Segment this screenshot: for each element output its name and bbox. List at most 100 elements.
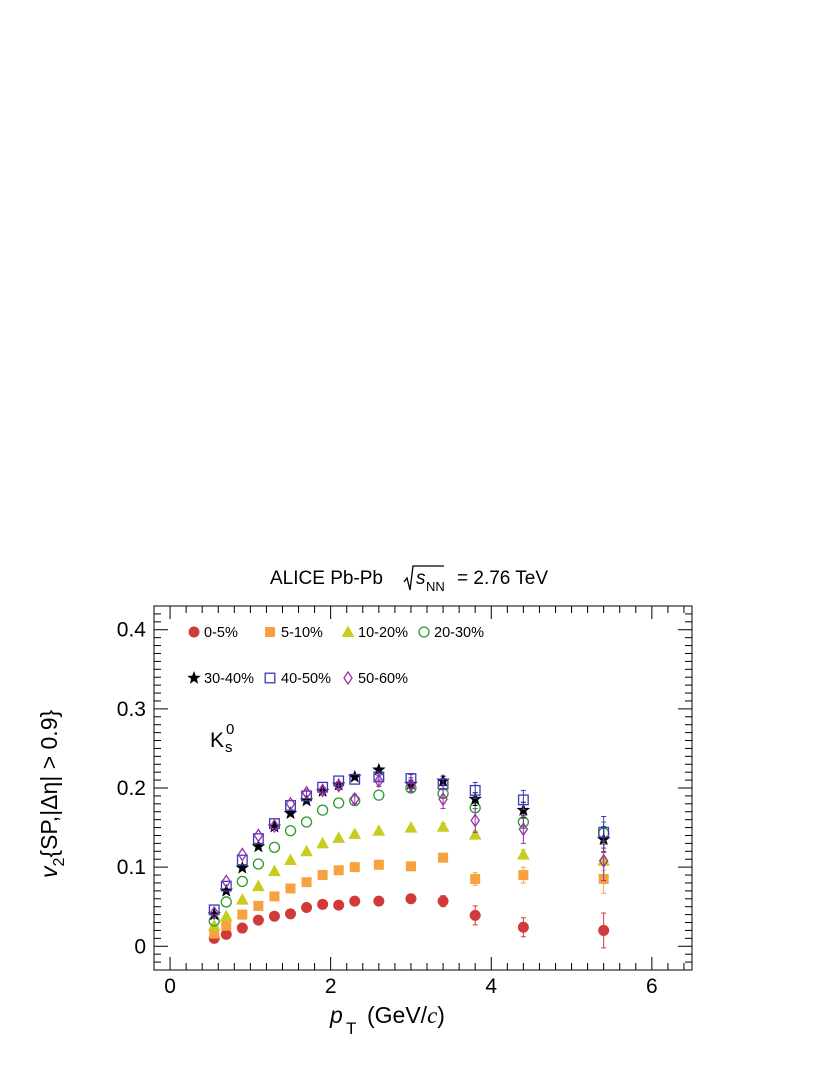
data-point — [317, 870, 328, 881]
data-point — [348, 769, 362, 783]
data-point — [372, 762, 386, 776]
chart-title: ALICE Pb-Pb s NN = 2.76 TeV — [270, 565, 548, 594]
data-point — [373, 789, 385, 801]
svg-text:ALICE Pb-Pb: ALICE Pb-Pb — [270, 568, 383, 589]
data-point — [598, 853, 609, 868]
data-point — [405, 861, 416, 872]
series-20-30% — [208, 782, 610, 927]
title-prefix: ALICE Pb-Pb — [270, 568, 383, 589]
data-point — [598, 924, 610, 936]
legend-label: 0-5% — [204, 625, 238, 641]
ylabel-sub: 2 — [51, 858, 68, 867]
data-point — [221, 920, 232, 931]
data-point — [333, 899, 345, 911]
svg-text:(GeV/c): (GeV/c) — [367, 1002, 445, 1028]
data-point — [405, 893, 417, 905]
data-point — [209, 905, 220, 921]
data-point — [285, 908, 297, 920]
xlabel-var: p — [329, 1002, 343, 1028]
data-point — [317, 898, 329, 910]
tick-labels: 0 2 4 6 0 0.1 0.2 0.3 0.4 — [117, 619, 658, 998]
annotation-k0s: K s 0 — [210, 721, 234, 756]
annotation-main: K — [210, 729, 224, 752]
xlabel-unit-close: ) — [437, 1002, 445, 1028]
data-point — [285, 796, 296, 811]
y-tick-label: 0.3 — [117, 698, 146, 721]
series-40-50% — [208, 771, 610, 916]
data-point — [252, 879, 265, 892]
data-point — [374, 773, 384, 789]
data-point — [517, 847, 530, 860]
data-point — [236, 854, 248, 866]
data-point — [469, 909, 481, 921]
data-point — [268, 864, 281, 877]
data-point — [301, 785, 312, 800]
data-point — [470, 874, 481, 884]
data-point — [404, 821, 418, 833]
legend-entry-10-20%: 10-20% — [341, 625, 408, 641]
legend-label: 50-60% — [358, 671, 408, 687]
xlabel-sub: T — [346, 1019, 356, 1038]
data-point — [268, 841, 281, 853]
data-point — [284, 853, 297, 866]
legend-label: 10-20% — [358, 625, 408, 641]
x-tick-label: 4 — [485, 975, 497, 998]
series-0-5% — [208, 893, 610, 949]
x-axis-title: p T (GeV/c) — [329, 1002, 445, 1038]
data-point — [252, 858, 265, 870]
data-point — [406, 777, 416, 793]
data-point — [237, 847, 248, 862]
data-point — [317, 783, 328, 798]
data-point — [236, 875, 248, 888]
annotation-sub: s — [225, 739, 233, 756]
series-5-10% — [209, 852, 609, 939]
y-tick-label: 0.1 — [117, 856, 146, 879]
data-point — [235, 860, 250, 874]
xlabel-unit-open: (GeV/ — [367, 1002, 428, 1028]
data-point — [469, 784, 481, 796]
data-point — [269, 818, 280, 834]
series-10-20% — [207, 820, 611, 931]
data-point — [349, 773, 361, 785]
data-point — [348, 827, 362, 839]
data-point — [251, 839, 266, 853]
plot-frame — [153, 605, 693, 971]
legend-entry-50-60%: 50-60% — [343, 670, 408, 687]
legend-marker — [341, 625, 355, 637]
data-point — [373, 895, 385, 907]
data-point — [349, 791, 360, 807]
svg-text:v2{SP,|Δη| > 0.9}: v2{SP,|Δη| > 0.9} — [36, 710, 68, 878]
data-point — [301, 877, 312, 888]
legend-entry-5-10%: 5-10% — [265, 625, 323, 641]
data-point — [437, 895, 449, 907]
legend-entry-30-40%: 30-40% — [187, 670, 254, 687]
data-point — [437, 778, 449, 790]
legend-label: 20-30% — [434, 625, 484, 641]
data-point — [301, 901, 313, 913]
x-tick-label: 2 — [325, 975, 337, 998]
data-point — [236, 922, 248, 934]
data-point — [220, 896, 232, 908]
data-point — [300, 816, 313, 828]
series-50-60% — [209, 773, 609, 921]
data-point — [252, 833, 264, 845]
data-point — [300, 844, 313, 857]
data-point — [283, 806, 298, 820]
data-point — [470, 813, 480, 828]
data-point — [438, 852, 449, 863]
data-point — [237, 909, 248, 920]
ylabel-rest: {SP,|Δη| > 0.9} — [36, 710, 62, 858]
data-point — [284, 825, 297, 837]
data-point — [207, 919, 221, 931]
data-point — [253, 900, 264, 911]
data-point — [268, 910, 280, 922]
title-sqrt-sub: NN — [426, 579, 445, 594]
title-suffix: = 2.76 TeV — [457, 568, 548, 589]
data-point — [518, 821, 529, 837]
data-point — [598, 826, 610, 838]
xlabel-unit-c: c — [427, 1003, 437, 1028]
data-point — [333, 797, 345, 809]
title-sqrt-var: s — [416, 568, 426, 589]
data-point — [333, 865, 344, 876]
